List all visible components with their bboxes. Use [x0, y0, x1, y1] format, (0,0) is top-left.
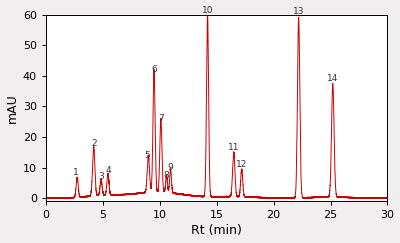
- Text: 7: 7: [158, 114, 164, 123]
- X-axis label: Rt (min): Rt (min): [191, 225, 242, 237]
- Text: 4: 4: [105, 166, 111, 175]
- Text: 12: 12: [236, 160, 247, 169]
- Text: 6: 6: [151, 65, 157, 74]
- Text: 2: 2: [91, 139, 96, 148]
- Y-axis label: mAU: mAU: [6, 93, 18, 123]
- Text: 5: 5: [144, 151, 150, 160]
- Text: 1: 1: [73, 168, 79, 177]
- Text: 10: 10: [202, 6, 213, 15]
- Text: 11: 11: [228, 143, 240, 152]
- Text: 14: 14: [327, 74, 338, 83]
- Text: 3: 3: [98, 172, 104, 181]
- Text: 9: 9: [168, 163, 174, 172]
- Text: 8: 8: [164, 171, 170, 180]
- Text: 13: 13: [293, 7, 304, 16]
